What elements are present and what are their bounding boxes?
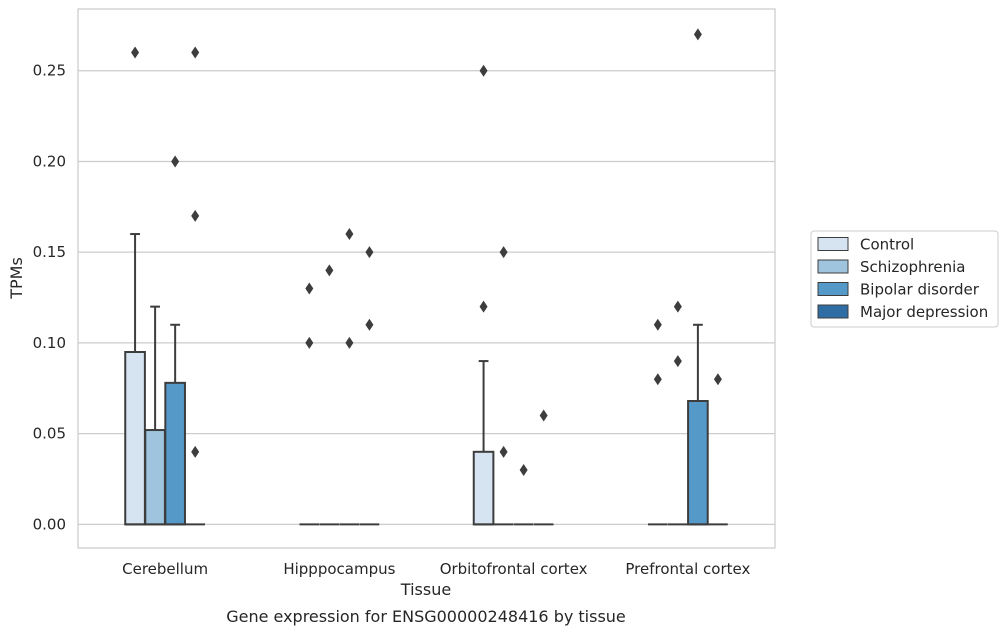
y-tick-label: 0.15 (33, 243, 66, 261)
box (164, 381, 186, 526)
legend-swatch (817, 259, 849, 274)
x-tick-label: Hipppocampus (283, 560, 395, 578)
outlier-point (673, 300, 682, 313)
x-tick-label: Cerebellum (122, 560, 208, 578)
legend-label: Bipolar disorder (860, 281, 980, 299)
outlier-point (713, 373, 722, 386)
box-groups (124, 28, 728, 526)
box-group (533, 409, 554, 526)
outlier-point (539, 409, 548, 422)
outlier-point (345, 228, 354, 241)
outlier-point (365, 318, 374, 331)
y-tick-label: 0.10 (33, 334, 66, 352)
y-axis-label: TPMs (7, 257, 26, 300)
y-tick-label: 0.00 (33, 515, 66, 533)
legend-swatch (817, 304, 849, 319)
box-group (359, 246, 380, 526)
box-group (647, 318, 668, 526)
box-group (164, 155, 186, 526)
box-group (493, 246, 514, 526)
outlier-point (191, 445, 200, 458)
legend-swatch (817, 237, 849, 251)
outlier-point (673, 355, 682, 368)
plot-frame (77, 8, 776, 549)
box-group (708, 373, 728, 526)
y-tick-label: 0.20 (33, 152, 66, 170)
box (472, 450, 495, 526)
legend-label: Schizophrenia (860, 258, 965, 276)
box-group (472, 64, 495, 526)
outlier-point (191, 209, 200, 222)
outlier-point (305, 282, 314, 295)
outlier-point (693, 28, 702, 41)
legend: Control Schizophrenia Bipolar disorder Majo… (810, 230, 999, 328)
outlier-point (499, 445, 508, 458)
box-group (687, 28, 709, 526)
outlier-point (131, 46, 140, 59)
box-group (144, 305, 166, 526)
outlier-point (653, 318, 662, 331)
y-tick-label: 0.25 (33, 62, 66, 80)
box-group (319, 264, 340, 526)
outlier-point (345, 336, 354, 349)
box-group (513, 463, 534, 526)
box (144, 429, 166, 526)
box-group (185, 46, 206, 526)
legend-label: Major depression (860, 303, 988, 321)
legend-swatch (817, 282, 849, 296)
y-tick-labels: 0.00 0.05 0.10 0.15 0.20 0.25 (33, 62, 66, 534)
x-tick-label: Prefrontal cortex (625, 560, 750, 578)
x-tick-labels: Cerebellum Hipppocampus Orbitofrontal cort… (122, 560, 750, 578)
x-tick-label: Orbitofrontal cortex (440, 560, 588, 578)
legend-frame (810, 230, 999, 328)
box-group (299, 282, 320, 526)
outlier-point (171, 155, 180, 168)
outlier-point (519, 463, 528, 476)
chart-caption: Gene expression for ENSG00000248416 by t… (226, 607, 626, 626)
box-group (668, 300, 688, 526)
outlier-point (499, 246, 508, 259)
outlier-point (325, 264, 334, 277)
outlier-point (365, 246, 374, 259)
box (687, 400, 709, 526)
outlier-point (653, 373, 662, 386)
outlier-point (479, 64, 488, 77)
y-tick-label: 0.05 (33, 425, 66, 443)
outlier-point (305, 336, 314, 349)
box-group (339, 228, 360, 526)
outlier-point (191, 46, 200, 59)
outlier-point (479, 300, 488, 313)
legend-label: Control (860, 236, 914, 254)
x-axis-label: Tissue (400, 580, 451, 599)
box (124, 351, 146, 526)
